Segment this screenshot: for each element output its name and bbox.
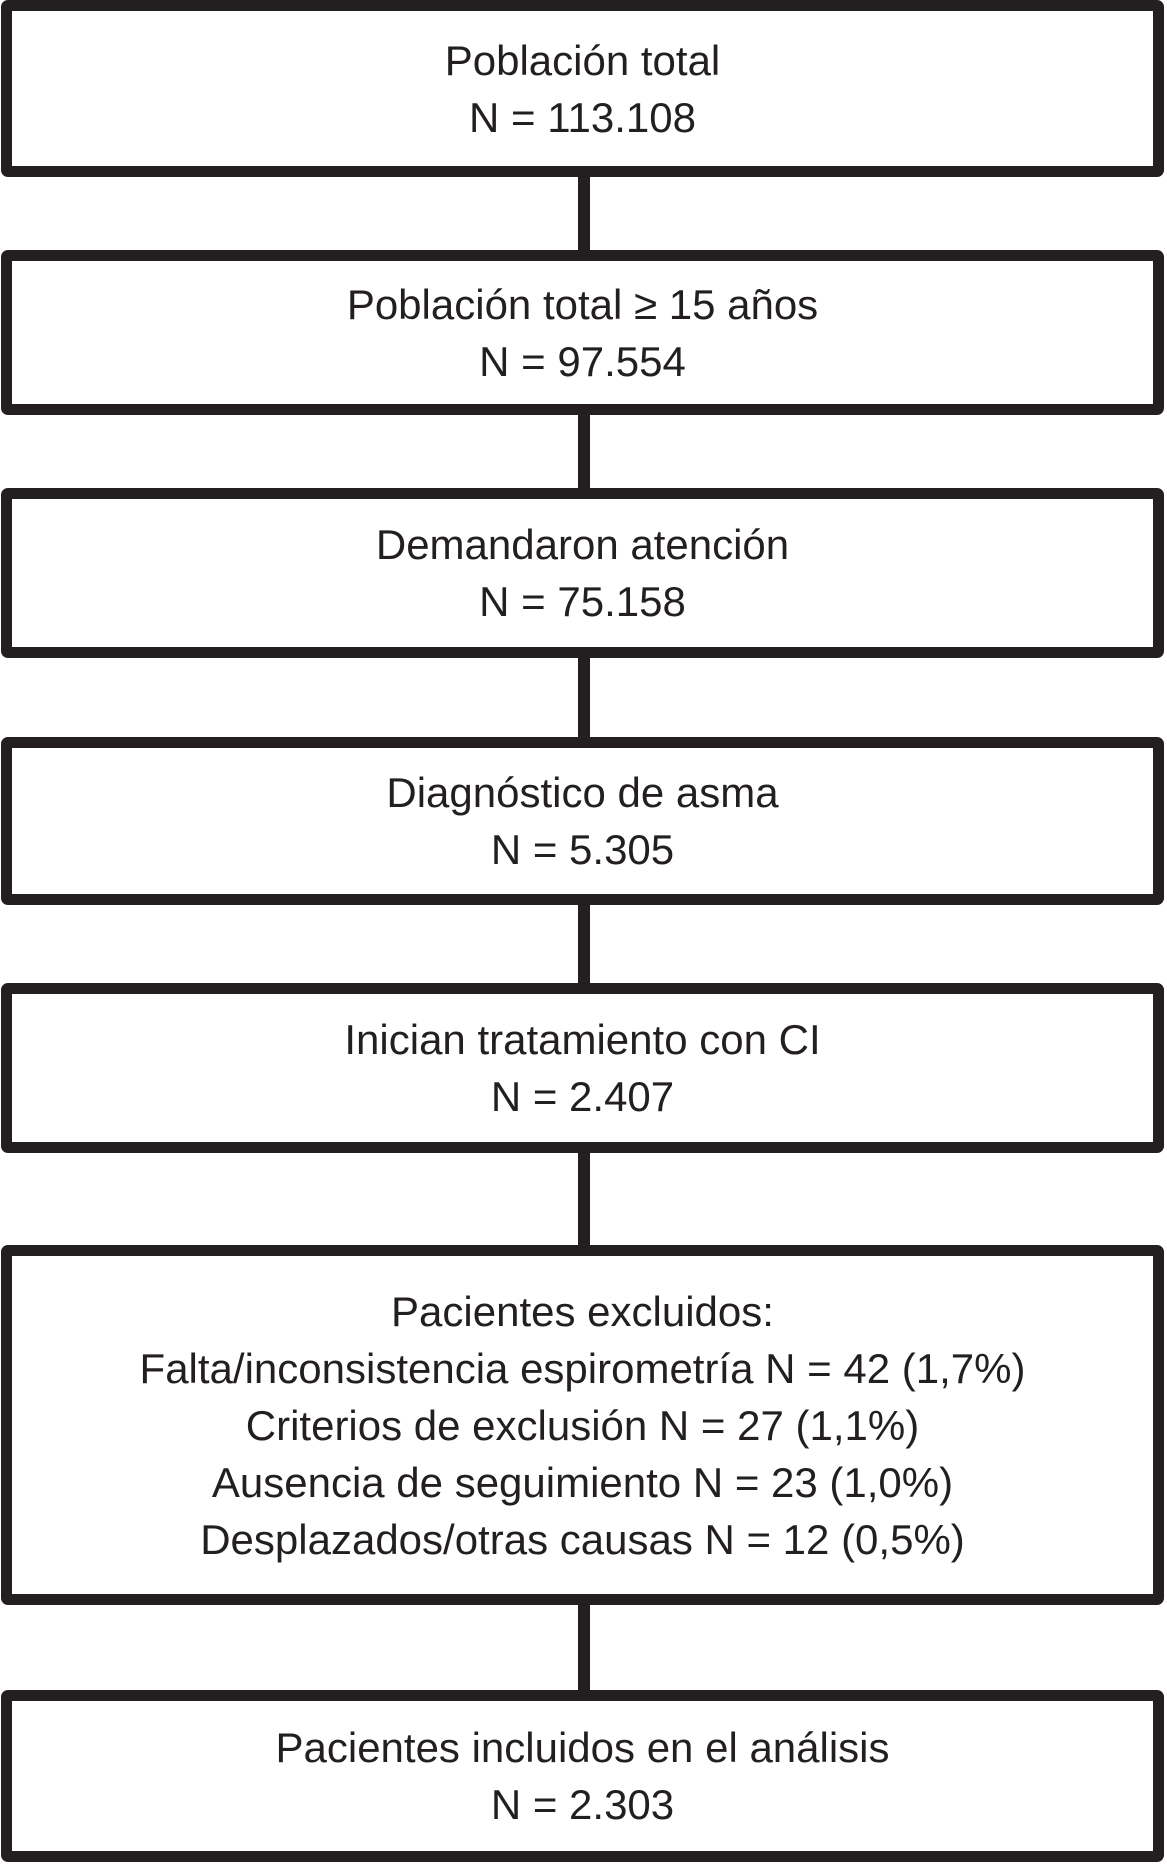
flow-connector [578,1596,590,1700]
flow-node-pacientes-excluidos: Pacientes excluidos: Falta/inconsistenci… [1,1245,1164,1605]
flow-connector [578,648,590,747]
flow-node-poblacion-15-anos: Población total ≥ 15 años N = 97.554 [1,250,1164,415]
node-title: Pacientes excluidos: [391,1287,774,1335]
flow-node-poblacion-total: Población total N = 113.108 [1,0,1164,177]
flow-node-inician-tratamiento-ci: Inician tratamiento con CI N = 2.407 [1,983,1164,1153]
flow-node-pacientes-incluidos: Pacientes incluidos en el análisis N = 2… [1,1690,1164,1862]
node-title: Demandaron atención [375,521,790,568]
flow-connector [578,406,590,498]
node-title: Inician tratamiento con CI [344,1016,821,1063]
node-count: N = 2.407 [490,1073,675,1120]
node-title: Población total [444,36,721,84]
node-title: Población total ≥ 15 años [346,280,819,328]
exclusion-item: Ausencia de seguimiento N = 23 (1,0%) [211,1458,954,1506]
node-title: Pacientes incluidos en el análisis [275,1724,890,1771]
node-count: N = 75.158 [479,578,686,625]
flow-node-diagnostico-asma: Diagnóstico de asma N = 5.305 [1,737,1164,905]
exclusion-item: Falta/inconsistencia espirometría N = 42… [139,1344,1026,1392]
flow-connector [578,168,590,260]
node-count: N = 5.305 [490,826,675,873]
node-count: N = 97.554 [479,337,686,385]
node-count: N = 2.303 [490,1781,675,1828]
exclusion-item: Desplazados/otras causas N = 12 (0,5%) [200,1515,965,1563]
node-title: Diagnóstico de asma [386,769,779,816]
flow-node-demandaron-atencion: Demandaron atención N = 75.158 [1,488,1164,658]
node-count: N = 113.108 [469,93,696,141]
exclusion-item: Criterios de exclusión N = 27 (1,1%) [245,1401,920,1449]
flow-connector [578,896,590,993]
flow-connector [578,1144,590,1255]
